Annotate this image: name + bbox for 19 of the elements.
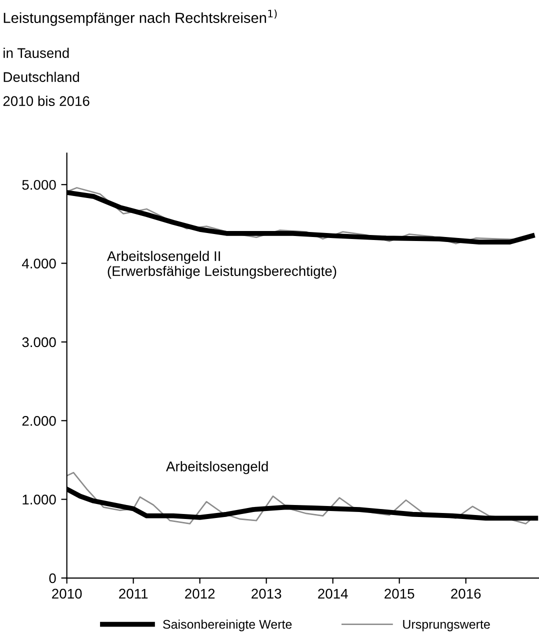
x-tick-label: 2012 bbox=[185, 588, 215, 599]
x-tick-label: 2013 bbox=[252, 588, 282, 599]
x-tick-label: 2011 bbox=[119, 588, 148, 599]
chart-subtitle: in Tausend Deutschland 2010 bis 2016 bbox=[3, 48, 90, 106]
y-tick-label: 3.000 bbox=[22, 337, 56, 348]
y-tick-label: 1.000 bbox=[22, 494, 56, 504]
x-tick-label: 2015 bbox=[384, 588, 414, 599]
annotation: Arbeitslosengeld bbox=[166, 461, 268, 474]
y-tick-label: 4.000 bbox=[22, 258, 56, 268]
x-tick-label: 2014 bbox=[318, 588, 348, 599]
x-tick-label: 2010 bbox=[52, 588, 82, 599]
chart-title: Leistungsempfänger nach Rechtskreisen$^{1)}$ bbox=[4, 10, 277, 26]
y-tick-label: 2.000 bbox=[22, 416, 56, 426]
y-tick-label: 5.000 bbox=[22, 180, 56, 190]
legend-label: Saisonbereinigte Werte bbox=[163, 620, 292, 632]
x-tick-label: 2016 bbox=[451, 588, 481, 599]
annotation: Arbeitslosengeld II (Erwerbsfähige Leistungsberechtigte) bbox=[107, 250, 336, 279]
y-tick-label: 0 bbox=[49, 573, 56, 584]
legend-label: Ursprungswerte bbox=[403, 620, 490, 632]
